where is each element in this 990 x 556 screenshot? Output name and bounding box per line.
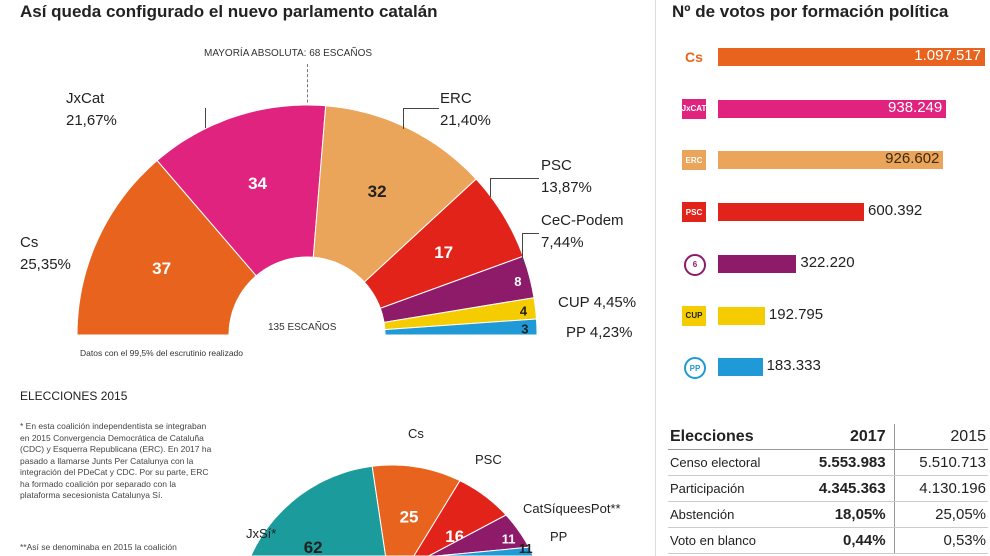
header-cell: Elecciones <box>668 424 793 450</box>
value-2017: 18,05% <box>792 501 895 528</box>
party-name: ERC <box>440 90 472 107</box>
vote-bar <box>718 151 944 170</box>
party-logo-icon: ERC <box>682 150 706 171</box>
results-table: Elecciones 2017 2015 Censo electoral 5.55… <box>668 424 988 554</box>
party-name: CeC-Podem <box>541 212 624 229</box>
party-name: Cs <box>20 234 39 251</box>
leader-line <box>403 108 439 129</box>
row-label: Voto en blanco <box>668 527 793 554</box>
vote-value-label: 183.333 <box>766 357 821 375</box>
label-psc: PSC 13,87% <box>541 155 592 199</box>
row-label: Participación <box>668 475 793 502</box>
leader-line <box>205 108 206 128</box>
row-label: Abstención <box>668 501 793 528</box>
vote-bar <box>718 203 865 222</box>
value-2017: 4.345.363 <box>792 475 895 502</box>
main-title: Así queda configurado el nuevo parlament… <box>20 2 438 21</box>
label-erc: ERC 21,40% <box>440 88 491 132</box>
label-2015-pp: PP <box>550 529 568 544</box>
party-percent: 13,87% <box>541 179 592 196</box>
value-2017: 5.553.983 <box>792 449 895 476</box>
seats2017-seat-label: 37 <box>152 259 171 278</box>
party-percent: 21,40% <box>440 112 491 129</box>
source-note: Datos con el 99,5% del escrutinio realiz… <box>80 348 244 358</box>
seats2017-slice-6 <box>384 318 538 336</box>
column-divider <box>655 0 656 556</box>
seats2015-slice-3 <box>428 514 530 556</box>
party-name: PP <box>566 324 586 341</box>
leader-line <box>490 178 539 197</box>
table-row: Abstención 18,05% 25,05% <box>668 501 988 528</box>
label-2015-catsiqueespot: CatSíqueesPot** <box>523 501 621 516</box>
seats2015-seat-label: 11 <box>519 541 533 556</box>
vote-bar <box>718 48 985 66</box>
header-cell: 2015 <box>894 424 988 450</box>
party-logo-icon: JxCAT <box>682 98 706 119</box>
footnote-jxsi: * En esta coalición independentista se i… <box>20 421 212 500</box>
table-row: Voto en blanco 0,44% 0,53% <box>668 527 988 554</box>
party-percent: 7,44% <box>541 234 584 251</box>
vote-value-label: 926.602 <box>885 150 940 168</box>
vote-value-label: 192.795 <box>768 305 824 323</box>
vote-value-label: 322.220 <box>800 253 855 271</box>
value-2015: 0,53% <box>894 527 988 554</box>
party-logo-icon: PP <box>684 357 706 380</box>
table-row: Censo electoral 5.553.983 5.510.713 <box>668 449 988 476</box>
party-percent: 25,35% <box>20 256 71 273</box>
seats2015-slice-1 <box>371 464 461 556</box>
label-2015-psc: PSC <box>475 452 502 467</box>
party-name: PSC <box>541 157 572 174</box>
label-cup: CUP 4,45% <box>558 292 636 314</box>
table-header-row: Elecciones 2017 2015 <box>668 424 988 450</box>
vote-bar <box>718 358 763 377</box>
party-percent: 4,45% <box>593 294 637 311</box>
value-2015: 5.510.713 <box>894 449 988 476</box>
value-2017: 0,44% <box>792 527 895 554</box>
seats2015-seat-label: 11 <box>502 531 516 546</box>
party-logo-icon: Cs <box>685 49 703 65</box>
label-2015-cs: Cs <box>408 426 424 441</box>
label-pp: PP 4,23% <box>566 322 632 344</box>
seats2017-seat-label: 3 <box>521 321 528 336</box>
total-seats-label: 135 ESCAÑOS <box>268 322 337 333</box>
party-percent: 4,23% <box>589 324 633 341</box>
seats2015-slice-2 <box>413 480 507 556</box>
elections-2015-title: ELECCIONES 2015 <box>20 389 128 403</box>
seats2017-seat-label: 17 <box>434 243 453 262</box>
vote-bar <box>718 254 797 273</box>
party-name: JxCat <box>66 90 105 107</box>
vote-value-label: 600.392 <box>868 202 923 220</box>
seats2015-seat-label: 62 <box>304 538 323 556</box>
party-logo-icon: 6 <box>684 253 706 276</box>
seats2017-seat-label: 32 <box>368 182 387 201</box>
votes-title: Nº de votos por formación política <box>672 2 949 21</box>
seats2015-seat-label: 10 <box>537 541 551 556</box>
header-cell: 2017 <box>792 424 895 450</box>
seats2017-seat-label: 34 <box>248 174 267 193</box>
vote-value-label: 1.097.517 <box>914 47 981 64</box>
row-label: Censo electoral <box>668 449 793 476</box>
seats2017-seat-label: 4 <box>520 304 528 319</box>
party-name: CUP <box>558 294 590 311</box>
table-row: Participación 4.345.363 4.130.196 <box>668 475 988 502</box>
value-2015: 25,05% <box>894 501 988 528</box>
seats2015-slice-4 <box>436 546 543 556</box>
majority-label: MAYORÍA ABSOLUTA: 68 ESCAÑOS <box>204 48 373 59</box>
leader-line <box>522 233 539 264</box>
value-2015: 4.130.196 <box>894 475 988 502</box>
label-2015-jxsi: JxSí* <box>246 526 277 541</box>
party-logo-icon: PSC <box>682 202 706 223</box>
party-logo-icon: CUP <box>682 305 706 326</box>
footnote-catsiqueespot: **Así se denominaba en 2015 la coalición <box>20 542 177 552</box>
label-cec-podem: CeC-Podem 7,44% <box>541 210 624 254</box>
vote-bar <box>718 99 947 118</box>
seats2015-seat-label: 25 <box>400 507 419 526</box>
vote-value-label: 938.249 <box>888 98 943 116</box>
vote-bar <box>718 306 765 325</box>
label-jxcat: JxCat 21,67% <box>66 88 117 132</box>
party-percent: 21,67% <box>66 112 117 129</box>
label-cs: Cs 25,35% <box>20 232 71 276</box>
seats2017-seat-label: 8 <box>514 274 521 289</box>
